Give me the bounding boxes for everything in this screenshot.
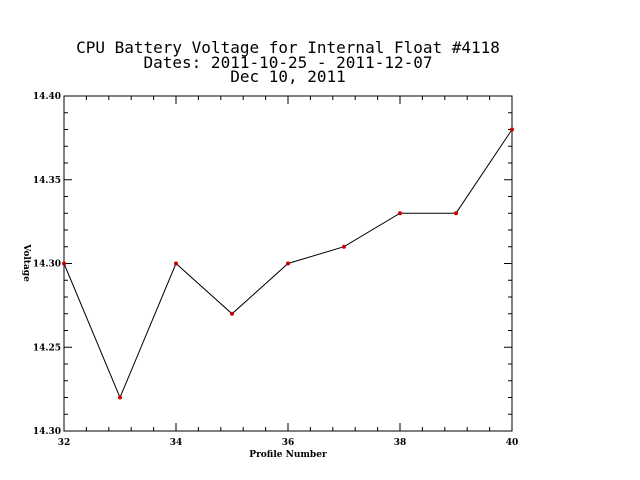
data-point (454, 211, 458, 216)
data-point (342, 244, 346, 249)
series-points-group (62, 127, 514, 400)
x-tick-label: 40 (506, 438, 519, 448)
axis-tick-labels: 32 34 36 38 40 14.30 14.25 14.30 14.35 14.40 (33, 92, 518, 448)
title-line-1: CPU Battery Voltage for Internal Float #… (76, 38, 500, 57)
y-tick-label: 14.30 (33, 260, 61, 270)
data-point (118, 395, 122, 400)
y-tick-label: 14.40 (33, 92, 61, 102)
title-line-3: Dec 10, 2011 (230, 67, 346, 86)
y-tick-label: 14.25 (33, 343, 61, 353)
data-point (62, 261, 66, 266)
data-point (174, 261, 178, 266)
axis-ticks (63, 95, 513, 432)
data-point (286, 261, 290, 266)
x-axis-label: Profile Number (249, 450, 327, 460)
y-tick-label: 14.30 (33, 427, 61, 437)
y-axis-label: Voltage (21, 243, 31, 282)
chart-title: CPU Battery Voltage for Internal Float #… (76, 38, 500, 86)
x-tick-label: 38 (394, 438, 407, 448)
data-point (510, 127, 514, 132)
x-tick-label: 34 (170, 438, 183, 448)
x-tick-label: 32 (58, 438, 71, 448)
y-tick-label: 14.35 (33, 176, 61, 186)
data-point (230, 311, 234, 316)
x-tick-label: 36 (282, 438, 295, 448)
data-point (398, 211, 402, 216)
title-line-2: Dates: 2011-10-25 - 2011-12-07 (144, 53, 433, 72)
